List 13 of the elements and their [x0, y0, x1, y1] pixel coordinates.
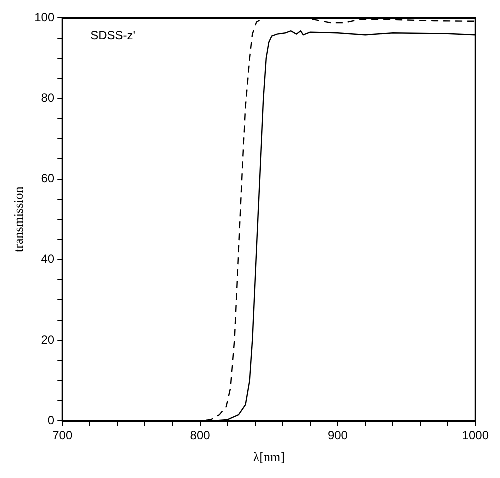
y-axis-title: transmission — [11, 186, 26, 252]
x-tick-label: 800 — [190, 428, 211, 443]
y-tick-label: 80 — [41, 91, 55, 106]
x-tick-label: 900 — [328, 428, 348, 443]
x-tick-label: 1000 — [462, 428, 490, 443]
x-tick-label: 700 — [52, 428, 73, 443]
annotation: SDSS-z' — [90, 28, 136, 43]
y-tick-label: 60 — [41, 172, 55, 186]
y-tick-label: 0 — [48, 413, 55, 428]
y-tick-label: 20 — [41, 332, 55, 347]
y-tick-label: 40 — [41, 252, 55, 266]
y-tick-label: 100 — [34, 10, 55, 25]
x-axis-title: λ[nm] — [253, 450, 285, 465]
